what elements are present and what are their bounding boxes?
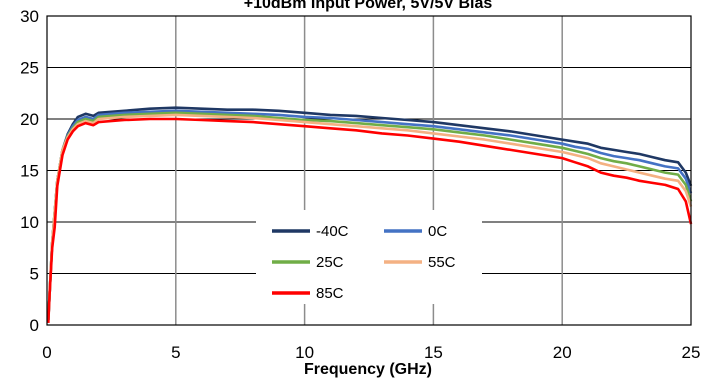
series-line-0c — [47, 109, 693, 320]
legend: -40C 0C 25C 55C 85C — [256, 210, 482, 304]
series-line-55c — [47, 113, 693, 320]
x-tick-label: 25 — [682, 343, 701, 362]
chart-title: +10dBm Input Power, 5V/5V Bias — [244, 0, 493, 12]
legend-label: -40C — [316, 223, 349, 240]
legend-label: 85C — [316, 285, 344, 302]
x-tick-label: 20 — [553, 343, 572, 362]
legend-label: 0C — [428, 223, 447, 240]
x-tick-label: 0 — [42, 343, 51, 362]
series-line-40c — [47, 106, 693, 320]
y-tick-label: 25 — [20, 59, 39, 78]
legend-box — [256, 210, 482, 304]
y-tick-label: 15 — [20, 162, 39, 181]
x-tick-label: 5 — [171, 343, 180, 362]
x-tick-label: 15 — [424, 343, 443, 362]
legend-label: 25C — [316, 254, 344, 271]
y-tick-label: 0 — [30, 316, 39, 335]
series-line-85c — [47, 117, 693, 323]
y-tick-label: 5 — [30, 265, 39, 284]
tick-layer: 0 5 10 15 20 25 30 0 5 10 15 20 25 — [20, 7, 700, 362]
y-tick-label: 20 — [20, 110, 39, 129]
y-tick-label: 30 — [20, 7, 39, 26]
series-layer — [47, 106, 693, 323]
series-line-25c — [47, 111, 693, 320]
plot-frame — [46, 15, 692, 326]
x-tick-label: 10 — [295, 343, 314, 362]
x-axis-title: Frequency (GHz) — [304, 361, 432, 378]
legend-label: 55C — [428, 254, 456, 271]
y-tick-label: 10 — [20, 213, 39, 232]
